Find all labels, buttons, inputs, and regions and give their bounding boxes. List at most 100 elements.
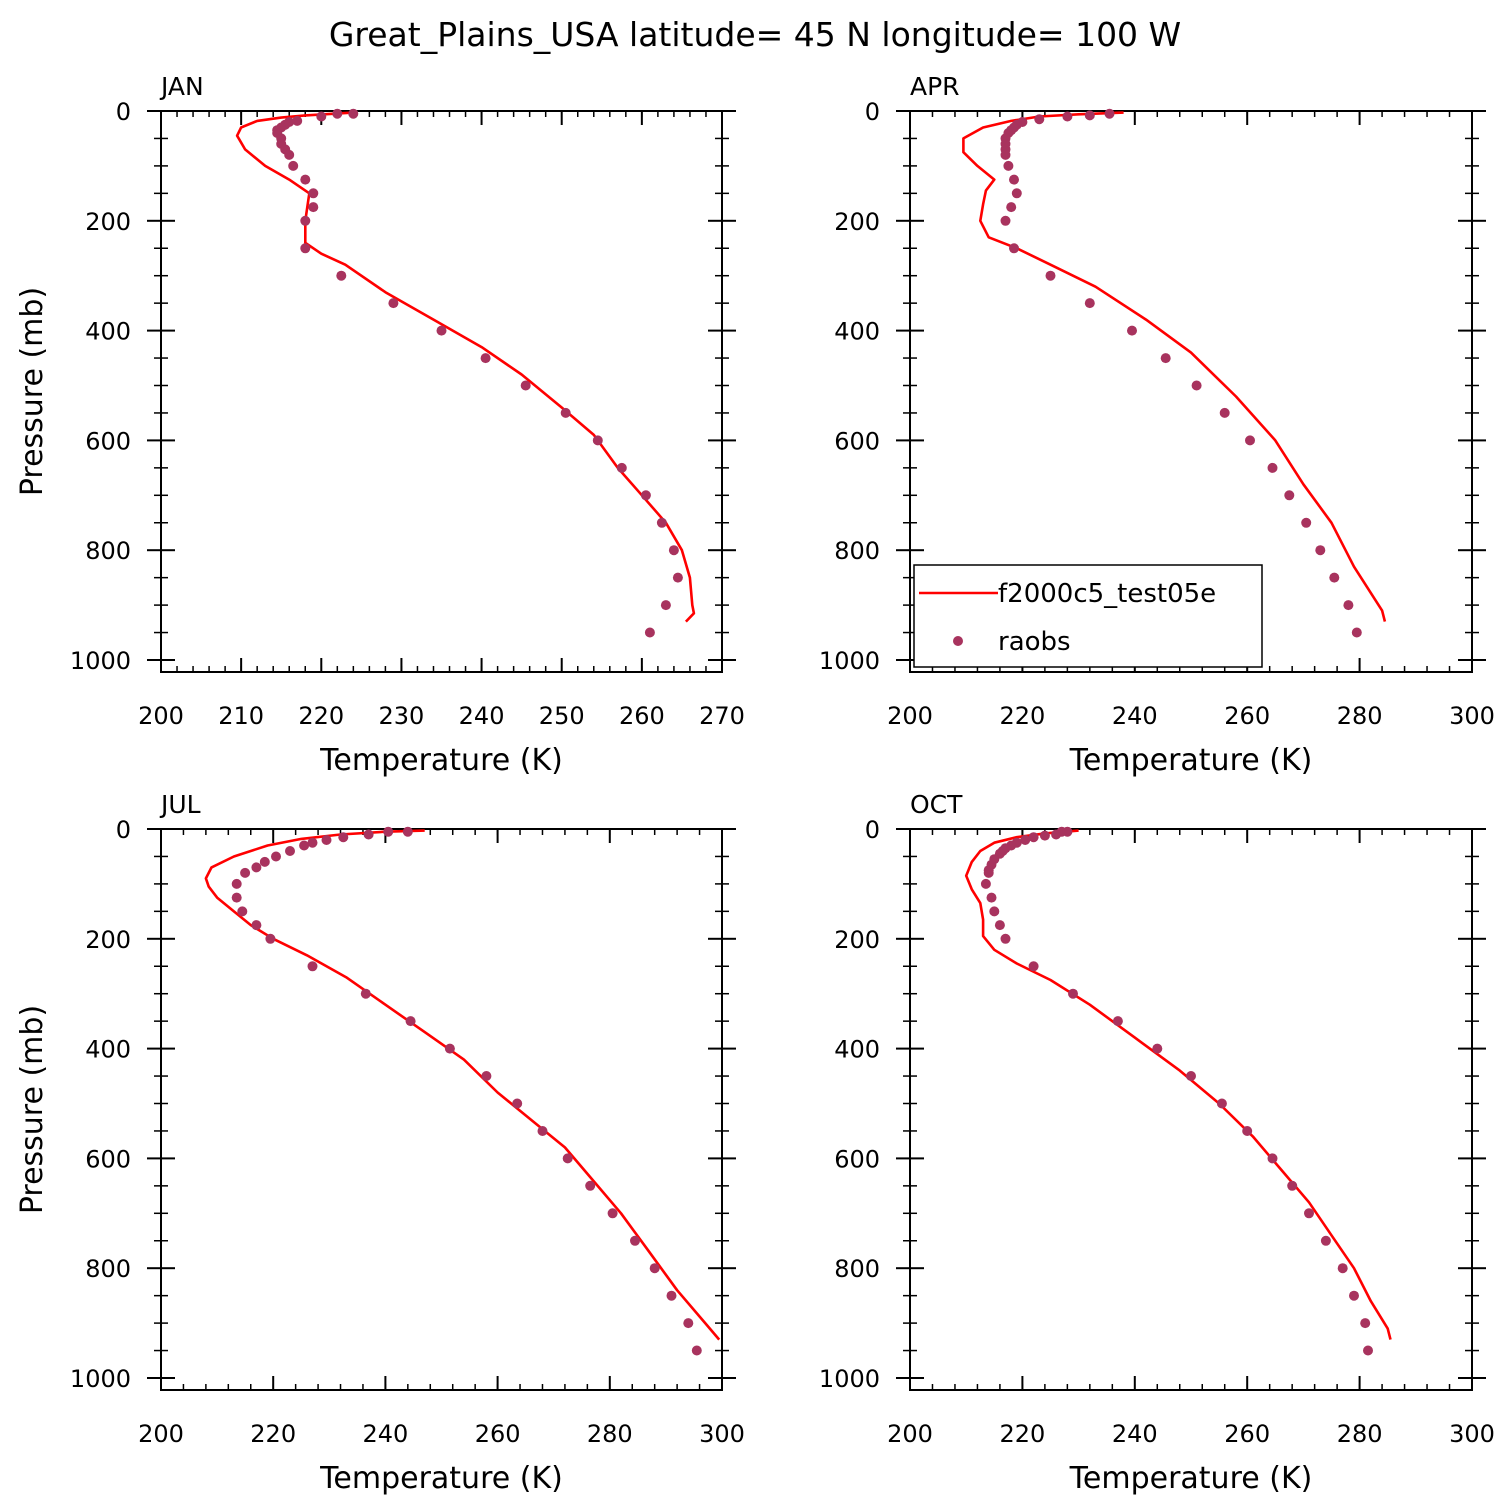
y-axis-title: Pressure (mb) xyxy=(15,287,50,496)
x-tick-label: 300 xyxy=(1449,1420,1495,1448)
obs-point xyxy=(348,108,359,119)
obs-point xyxy=(316,111,327,122)
obs-point xyxy=(240,867,251,878)
obs-point xyxy=(994,920,1005,931)
y-tick-label: 200 xyxy=(834,208,880,236)
x-tick-label: 200 xyxy=(887,1420,933,1448)
obs-point xyxy=(1287,1180,1298,1191)
obs-point xyxy=(672,572,683,583)
obs-point xyxy=(585,1180,596,1191)
obs-point xyxy=(265,933,276,944)
obs-point xyxy=(231,892,242,903)
y-tick-label: 200 xyxy=(85,208,131,236)
panel-oct: OCT 200 220 240 260 280 300 0 200 400 600 800 1000 Te… xyxy=(819,790,1495,1496)
obs-point xyxy=(537,1126,548,1136)
obs-point xyxy=(1360,1318,1371,1329)
obs-point xyxy=(285,846,295,856)
obs-point xyxy=(402,826,413,837)
model-line xyxy=(204,829,721,1341)
panel-label-oct: OCT xyxy=(910,790,963,819)
x-tick-label: 300 xyxy=(699,1420,745,1448)
x-tick-label: 240 xyxy=(1112,702,1158,730)
obs-point xyxy=(1045,270,1056,281)
obs-point xyxy=(292,115,303,126)
obs-point xyxy=(307,961,318,972)
obs-point xyxy=(436,325,447,336)
obs-point xyxy=(1315,545,1326,556)
obs-point xyxy=(666,1290,677,1301)
y-tick-label: 600 xyxy=(834,427,880,455)
obs-point xyxy=(271,851,281,862)
x-tick-label: 280 xyxy=(1337,1420,1383,1448)
y-tick-label: 1000 xyxy=(819,1365,880,1393)
y-tick-label: 600 xyxy=(85,427,131,455)
plot-frame xyxy=(160,828,723,1391)
y-tick-label: 1000 xyxy=(70,647,131,675)
obs-point xyxy=(1337,1263,1348,1274)
y-tick-label: 400 xyxy=(85,1036,131,1064)
x-axis-title: Temperature (K) xyxy=(319,1461,563,1496)
obs-point xyxy=(520,380,531,391)
obs-point xyxy=(592,435,603,446)
obs-point xyxy=(308,202,319,213)
x-tick-label: 220 xyxy=(999,702,1045,730)
model-line xyxy=(235,111,696,623)
x-tick-label: 220 xyxy=(298,702,344,730)
obs-point xyxy=(1068,988,1078,999)
y-tick-label: 0 xyxy=(865,816,880,844)
y-tick-label: 200 xyxy=(834,926,880,954)
x-tick-label: 260 xyxy=(1224,1420,1270,1448)
obs-point xyxy=(1000,215,1011,226)
legend-dot-swatch xyxy=(953,636,963,646)
y-tick-label: 0 xyxy=(116,816,131,844)
obs-point xyxy=(259,856,270,867)
y-axis-title: Pressure (mb) xyxy=(15,1005,50,1214)
obs-point xyxy=(560,407,571,418)
obs-point xyxy=(1084,110,1095,121)
obs-point xyxy=(1003,160,1014,171)
x-tick-label: 300 xyxy=(1449,702,1495,730)
x-tick-label: 270 xyxy=(699,702,745,730)
obs-point xyxy=(1304,1208,1314,1219)
obs-point xyxy=(1028,832,1039,843)
obs-point xyxy=(299,840,310,851)
x-tick-label: 260 xyxy=(475,1420,521,1448)
y-tick-label: 800 xyxy=(834,1255,880,1283)
obs-point xyxy=(300,215,311,226)
x-tick-label: 220 xyxy=(250,1420,296,1448)
x-axis-title: Temperature (K) xyxy=(1069,1461,1313,1496)
obs-point xyxy=(1009,243,1019,254)
obs-point xyxy=(986,892,997,903)
obs-point xyxy=(251,920,262,931)
y-tick-label: 400 xyxy=(834,1036,880,1064)
obs-point xyxy=(562,1153,573,1164)
obs-point xyxy=(444,1043,455,1054)
obs-point xyxy=(1020,835,1031,845)
obs-point xyxy=(307,837,318,848)
obs-point xyxy=(640,490,651,501)
obs-point xyxy=(284,149,295,160)
x-tick-label: 220 xyxy=(999,1420,1045,1448)
obs-point xyxy=(683,1318,694,1329)
obs-point xyxy=(321,835,332,845)
obs-point xyxy=(1152,1043,1163,1054)
obs-point xyxy=(616,462,627,473)
obs-point xyxy=(1284,490,1295,501)
obs-point xyxy=(983,867,994,878)
y-tick-label: 800 xyxy=(85,1255,131,1283)
obs-point xyxy=(1219,407,1230,418)
y-tick-label: 0 xyxy=(116,98,131,126)
legend-box xyxy=(913,564,1263,668)
obs-point xyxy=(1343,600,1354,611)
x-tick-label: 260 xyxy=(619,702,665,730)
obs-point xyxy=(332,108,343,119)
obs-point xyxy=(1127,325,1137,336)
obs-point xyxy=(1160,353,1171,364)
obs-point xyxy=(405,1016,416,1027)
obs-point xyxy=(989,906,1000,917)
obs-point xyxy=(1104,108,1115,119)
panel-label-jul: JUL xyxy=(159,790,201,819)
obs-point xyxy=(1039,830,1050,841)
obs-point xyxy=(1245,435,1255,446)
